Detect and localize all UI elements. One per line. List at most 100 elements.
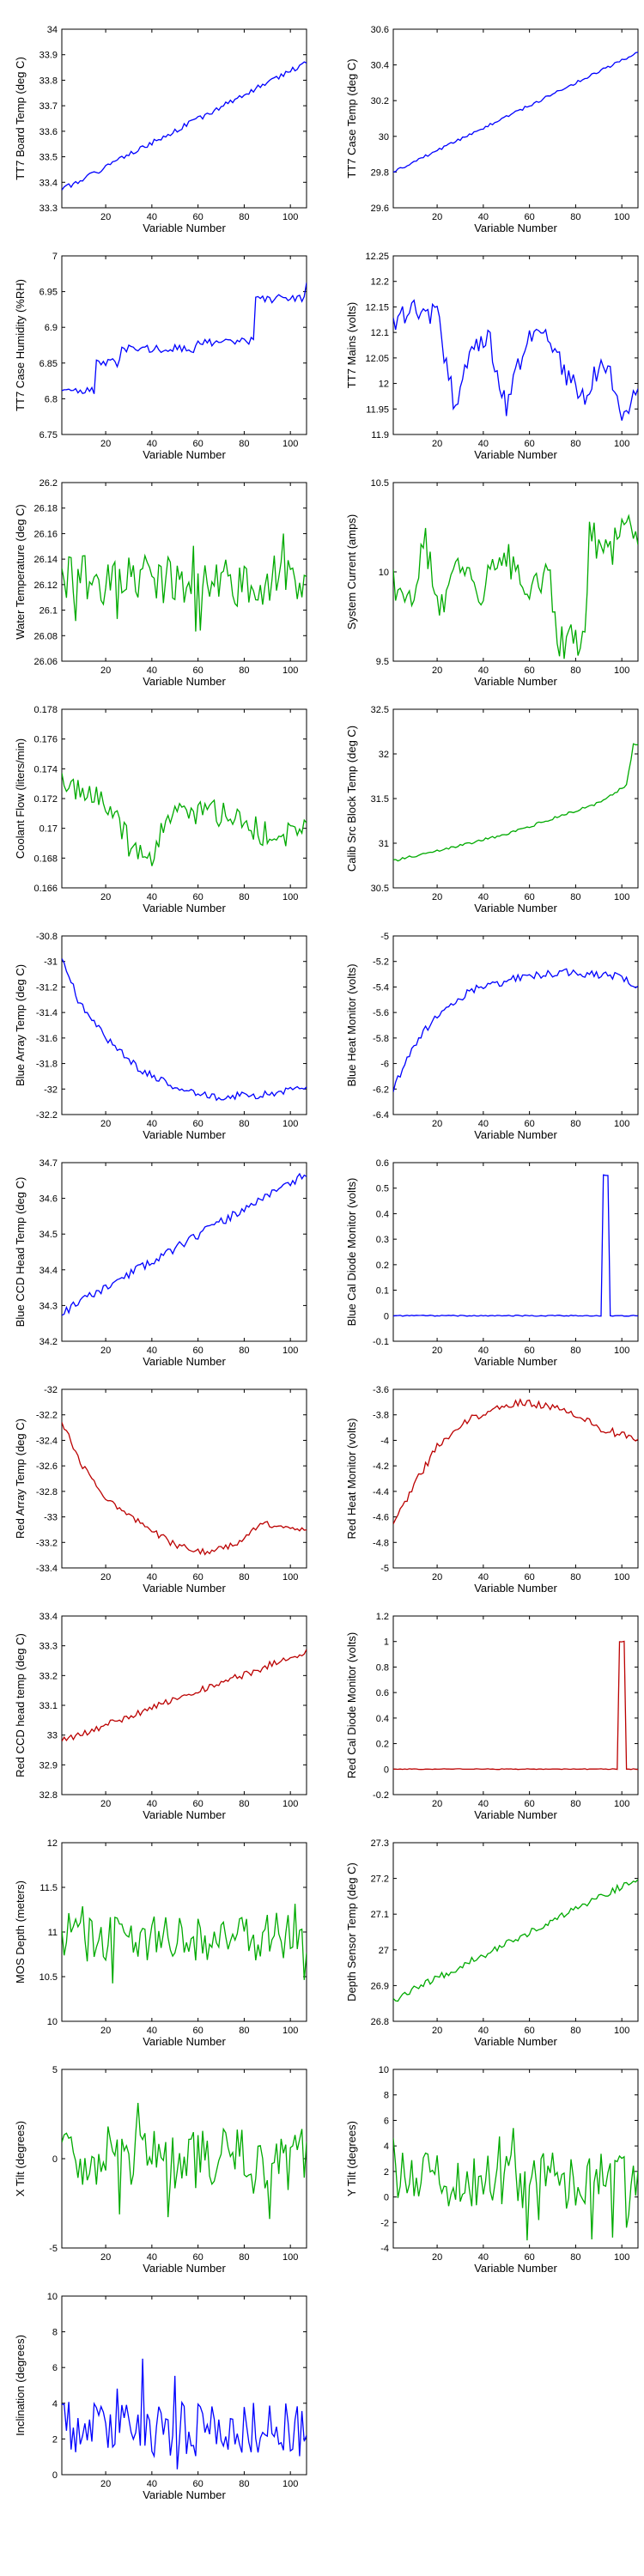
plot-area <box>61 2295 307 2476</box>
y-tick-label: 33.1 <box>39 1701 58 1711</box>
y-tick-label: 0 <box>384 1765 389 1775</box>
y-tick-label: -33.4 <box>36 1564 58 1574</box>
y-tick-label: 34 <box>47 25 58 35</box>
plot-area <box>61 935 307 1115</box>
y-tick-label: 0.6 <box>376 1158 389 1169</box>
y-tick-label: 33.4 <box>39 178 58 188</box>
y-tick-label: 33.7 <box>39 101 58 112</box>
y-axis-label: Blue Cal Diode Monitor (volts) <box>345 1178 358 1327</box>
y-tick-label: 10 <box>379 2065 389 2075</box>
y-tick-label: 10.5 <box>371 478 389 489</box>
plot-area <box>61 1388 307 1569</box>
x-tick-label: 100 <box>614 212 629 222</box>
x-tick-label: 20 <box>100 2252 111 2263</box>
x-axis-label: Variable Number <box>474 675 557 688</box>
plot-area <box>392 1162 639 1342</box>
y-tick-label: -5.2 <box>373 957 389 968</box>
y-tick-label: 32.5 <box>371 705 389 715</box>
y-tick-label: 31 <box>379 839 389 849</box>
y-tick-label: 33.9 <box>39 51 58 61</box>
y-axis-label: Blue Heat Monitor (volts) <box>345 963 358 1086</box>
series-line <box>393 1879 638 2002</box>
y-axis-label: TT7 Case Humidity (%RH) <box>14 279 27 411</box>
y-tick-label: 0.168 <box>33 854 58 864</box>
plot-area <box>61 1615 307 1795</box>
y-tick-label: 5 <box>52 2065 58 2075</box>
x-tick-label: 20 <box>432 212 442 222</box>
x-tick-label: 60 <box>525 2026 535 2036</box>
y-axis-label: TT7 Mains (volts) <box>345 302 358 388</box>
y-tick-label: 12.1 <box>371 328 389 338</box>
chart-panel-12: 20 40 60 80 100 -0.1 0 0.1 0.2 0.3 0.4 0.5 0.6 Variab… <box>345 1158 639 1368</box>
x-tick-label: 60 <box>525 1346 535 1356</box>
chart-panel-18: 20 40 60 80 100 26.8 26.9 27 27.1 27.2 27.3 Variabl… <box>345 1838 639 2048</box>
y-axis-label: System Current (amps) <box>345 514 358 629</box>
chart-panel-6: 20 40 60 80 100 9.5 10 10.5 Variable Number Syste… <box>345 478 639 688</box>
y-axis-label: Water Temperature (deg C) <box>14 504 27 640</box>
y-tick-label: 32.8 <box>39 1790 58 1801</box>
plot-area <box>392 255 639 435</box>
x-tick-label: 100 <box>614 892 629 902</box>
y-tick-label: -30.8 <box>36 932 58 942</box>
y-tick-label: -3.6 <box>373 1385 389 1395</box>
x-tick-label: 60 <box>193 439 204 449</box>
y-tick-label: 9.5 <box>376 657 389 667</box>
x-tick-label: 80 <box>239 1799 249 1809</box>
y-tick-label: 10.5 <box>39 1972 58 1983</box>
x-axis-label: Variable Number <box>474 1128 557 1141</box>
x-axis-label: Variable Number <box>474 902 557 914</box>
y-tick-label: 11.5 <box>39 1883 58 1893</box>
x-tick-label: 60 <box>525 212 535 222</box>
x-tick-label: 100 <box>283 212 298 222</box>
x-tick-label: 100 <box>283 2026 298 2036</box>
y-tick-label: 10 <box>47 2017 58 2027</box>
x-tick-label: 20 <box>432 439 442 449</box>
x-tick-label: 80 <box>570 439 580 449</box>
y-axis-label: Y Tilt (degrees) <box>345 2121 358 2196</box>
x-axis-label: Variable Number <box>474 1355 557 1368</box>
x-tick-label: 80 <box>239 2479 249 2489</box>
chart-panel-11: 20 40 60 80 100 34.2 34.3 34.4 34.5 34.6 34.7 Varia… <box>14 1158 307 1368</box>
y-tick-label: 0.3 <box>376 1235 389 1245</box>
y-tick-label: 0.1 <box>376 1286 389 1297</box>
y-tick-label: -4.8 <box>373 1538 389 1548</box>
x-tick-label: 80 <box>570 1346 580 1356</box>
y-tick-label: 0.174 <box>33 764 58 775</box>
y-axis-label: MOS Depth (meters) <box>14 1880 27 1984</box>
y-tick-label: -32.8 <box>36 1487 58 1498</box>
y-tick-label: 12.05 <box>365 354 389 364</box>
plot-area <box>61 1162 307 1342</box>
x-tick-label: 60 <box>193 2479 204 2489</box>
y-axis-label: Blue CCD Head Temp (deg C) <box>14 1177 27 1327</box>
y-tick-label: 0.5 <box>376 1184 389 1194</box>
x-axis-label: Variable Number <box>143 902 226 914</box>
series-line <box>393 1174 638 1317</box>
y-tick-label: 0.166 <box>33 884 58 894</box>
x-tick-label: 60 <box>193 1799 204 1809</box>
chart-panel-3: 20 40 60 80 100 6.75 6.8 6.85 6.9 6.95 7 Variable N… <box>14 252 307 461</box>
y-tick-label: 26.2 <box>39 478 58 489</box>
y-tick-label: 10 <box>379 568 389 578</box>
y-tick-label: 4 <box>384 2142 389 2152</box>
y-tick-label: 0.6 <box>376 1688 389 1698</box>
y-axis-label: Depth Sensor Temp (deg C) <box>345 1862 358 2002</box>
x-tick-label: 100 <box>614 1119 629 1129</box>
chart-panel-7: 20 40 60 80 100 0.166 0.168 0.17 0.172 0.174 0.176… <box>14 705 307 914</box>
y-tick-label: 8 <box>384 2091 389 2101</box>
y-tick-label: 0.4 <box>376 1714 389 1724</box>
x-tick-label: 100 <box>283 1346 298 1356</box>
x-tick-label: 60 <box>193 1572 204 1583</box>
series-line <box>393 2128 638 2241</box>
x-tick-label: 60 <box>525 439 535 449</box>
x-axis-label: Variable Number <box>474 448 557 461</box>
plot-area <box>392 2069 639 2249</box>
x-tick-label: 40 <box>478 892 489 902</box>
y-tick-label: 12.2 <box>371 277 389 288</box>
x-tick-label: 20 <box>432 1572 442 1583</box>
plot-area <box>392 708 639 889</box>
y-axis-label: Inclination (degrees) <box>14 2335 27 2436</box>
y-tick-label: -5 <box>49 2244 58 2254</box>
y-tick-label: -5 <box>380 932 389 942</box>
x-tick-label: 100 <box>283 892 298 902</box>
x-tick-label: 40 <box>147 665 157 676</box>
